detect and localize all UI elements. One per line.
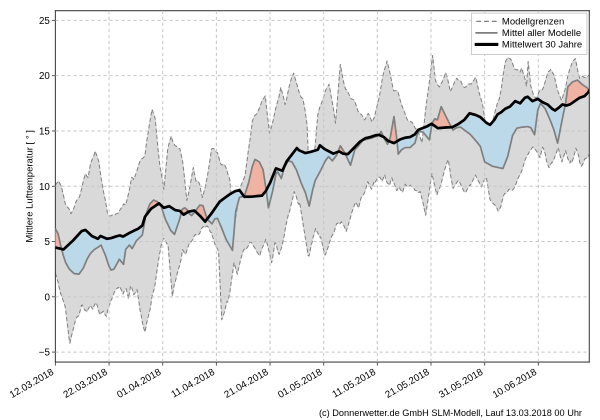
svg-text:20: 20 <box>39 71 50 82</box>
svg-text:Mittelwert 30 Jahre: Mittelwert 30 Jahre <box>502 40 582 51</box>
svg-text:5: 5 <box>44 237 50 248</box>
svg-text:10: 10 <box>39 182 50 193</box>
svg-text:Modellgrenzen: Modellgrenzen <box>502 17 564 28</box>
svg-text:Mittlere Lufttemperatur [ ° ]: Mittlere Lufttemperatur [ ° ] <box>25 130 36 243</box>
svg-text:(c) Donnerwetter.de GmbH SLM-M: (c) Donnerwetter.de GmbH SLM-Modell, Lau… <box>319 408 582 418</box>
svg-text:−5: −5 <box>39 348 51 359</box>
svg-text:Mittel aller Modelle: Mittel aller Modelle <box>502 28 581 39</box>
svg-text:25: 25 <box>39 16 50 27</box>
svg-text:15: 15 <box>39 127 50 138</box>
svg-text:0: 0 <box>44 292 50 303</box>
